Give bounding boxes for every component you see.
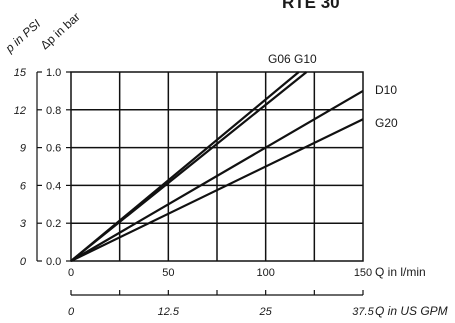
y-tick-label-bar: 0.0 xyxy=(46,256,61,268)
y-tick-label-psi: 6 xyxy=(20,180,27,192)
y-tick-label-psi: 3 xyxy=(20,218,27,230)
x-tick-label: 100 xyxy=(256,267,274,279)
grid xyxy=(70,71,364,262)
series-line-g20 xyxy=(70,118,364,262)
chart-title: RTE 30 xyxy=(282,0,340,12)
y-tick-label-bar: 0.2 xyxy=(46,218,61,230)
y-tick-label-psi: 9 xyxy=(20,143,26,155)
y-tick-label-psi: 15 xyxy=(14,67,27,79)
y-axis-label-bar: Δp in bar xyxy=(38,10,83,53)
series-lines xyxy=(70,71,364,262)
y-axis-psi: 0 3 6 9 12 15 xyxy=(14,67,42,268)
y-tick-label-bar: 1.0 xyxy=(46,67,61,79)
series-label-g06-g10: G06 G10 xyxy=(268,52,317,66)
x2-tick-label: 0 xyxy=(68,306,75,318)
x2-tick-label: 37.5 xyxy=(352,306,374,318)
x-axis-gpm: 0 12.5 25 37.5 xyxy=(68,290,375,318)
y-tick-label-bar: 0.6 xyxy=(46,143,61,155)
x2-tick-label: 25 xyxy=(259,306,273,318)
y-tick-label-psi: 12 xyxy=(14,105,26,117)
y-tick-label-psi: 0 xyxy=(20,256,27,268)
x-axis: 0 50 100 150 xyxy=(68,267,372,279)
series-label-g20: G20 xyxy=(375,116,398,130)
x-tick-label: 0 xyxy=(68,267,74,279)
x-tick-label: 150 xyxy=(354,267,372,279)
series-line-d10 xyxy=(70,89,364,262)
x2-tick-label: 12.5 xyxy=(158,306,180,318)
x-tick-label: 50 xyxy=(162,267,174,279)
x-axis-label-gpm: Q in US GPM xyxy=(375,304,448,318)
y-tick-label-bar: 0.4 xyxy=(46,180,61,192)
series-line-g10 xyxy=(70,71,308,262)
x-axis-label: Q in l/min xyxy=(375,265,426,279)
y-tick-label-bar: 0.8 xyxy=(46,105,61,117)
y-axis-label-psi: p in PSI xyxy=(2,16,44,56)
y-axis-bar: 0.0 0.2 0.4 0.6 0.8 1.0 xyxy=(36,67,71,268)
series-label-d10: D10 xyxy=(375,83,397,97)
